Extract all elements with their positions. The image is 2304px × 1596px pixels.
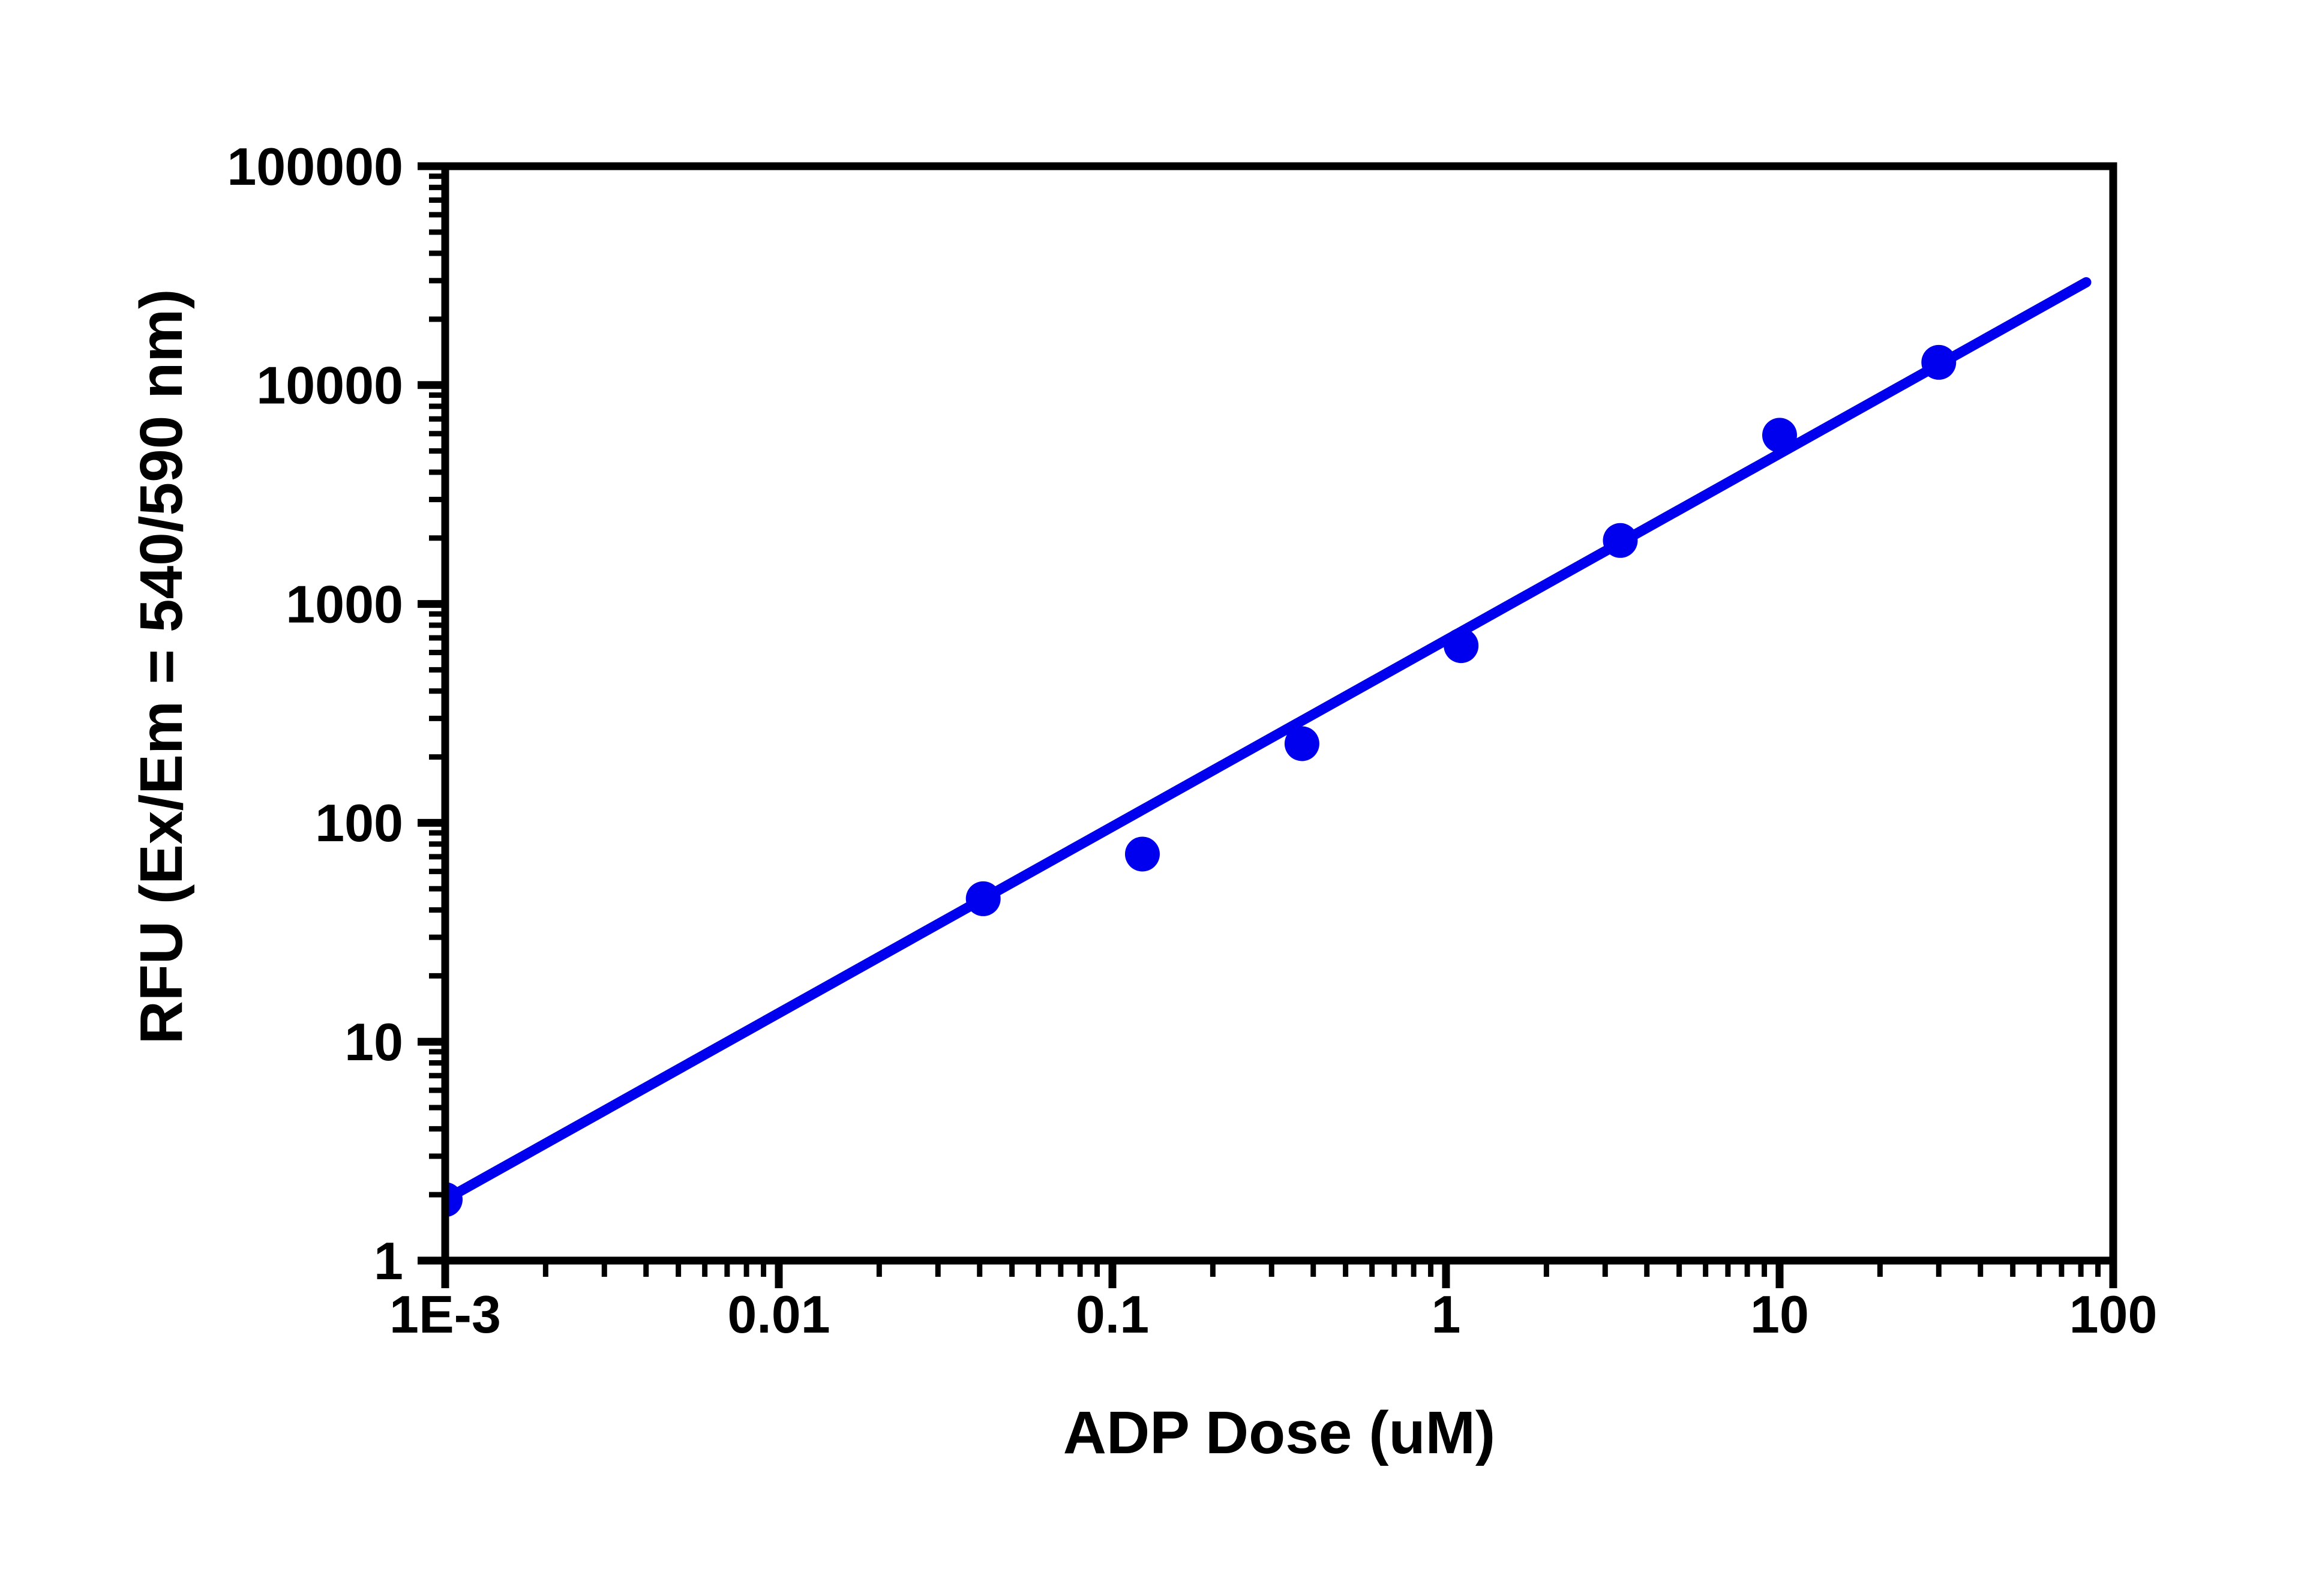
tick-label-layer: 1E-3 0.01 0.1 1 10 100 1 10 100 1000 10000 100000 bbox=[227, 137, 2157, 1344]
x-axis-title: ADP Dose (uM) bbox=[1063, 1399, 1495, 1466]
y-tick-label: 10 bbox=[344, 1012, 403, 1072]
data-point bbox=[1762, 418, 1797, 453]
x-tick-label: 10 bbox=[1750, 1285, 1809, 1344]
x-tick-label: 1 bbox=[1432, 1285, 1461, 1344]
data-point bbox=[1921, 344, 1957, 380]
data-point bbox=[445, 1182, 463, 1217]
y-tick-label: 1 bbox=[374, 1231, 403, 1291]
y-tick-label: 10000 bbox=[256, 356, 403, 415]
data-point bbox=[1284, 726, 1319, 761]
x-tick-label: 0.01 bbox=[727, 1285, 830, 1344]
plot-frame bbox=[441, 162, 2117, 1265]
x-tick-label: 0.1 bbox=[1076, 1285, 1149, 1344]
x-tick-label: 1E-3 bbox=[389, 1285, 501, 1344]
data-point bbox=[1444, 628, 1479, 664]
tick-layer bbox=[418, 162, 2117, 1288]
data-point bbox=[1124, 836, 1160, 872]
y-tick-label: 100000 bbox=[227, 137, 403, 196]
data-layer bbox=[445, 277, 2092, 1217]
data-point bbox=[965, 881, 1001, 916]
y-tick-label: 100 bbox=[315, 793, 403, 853]
y-axis-title: RFU (Ex/Em = 540/590 nm) bbox=[128, 289, 195, 1045]
fit-line bbox=[445, 277, 2092, 1205]
y-tick-label: 1000 bbox=[286, 574, 403, 634]
x-tick-label: 100 bbox=[2069, 1285, 2158, 1344]
data-point bbox=[1603, 523, 1638, 558]
